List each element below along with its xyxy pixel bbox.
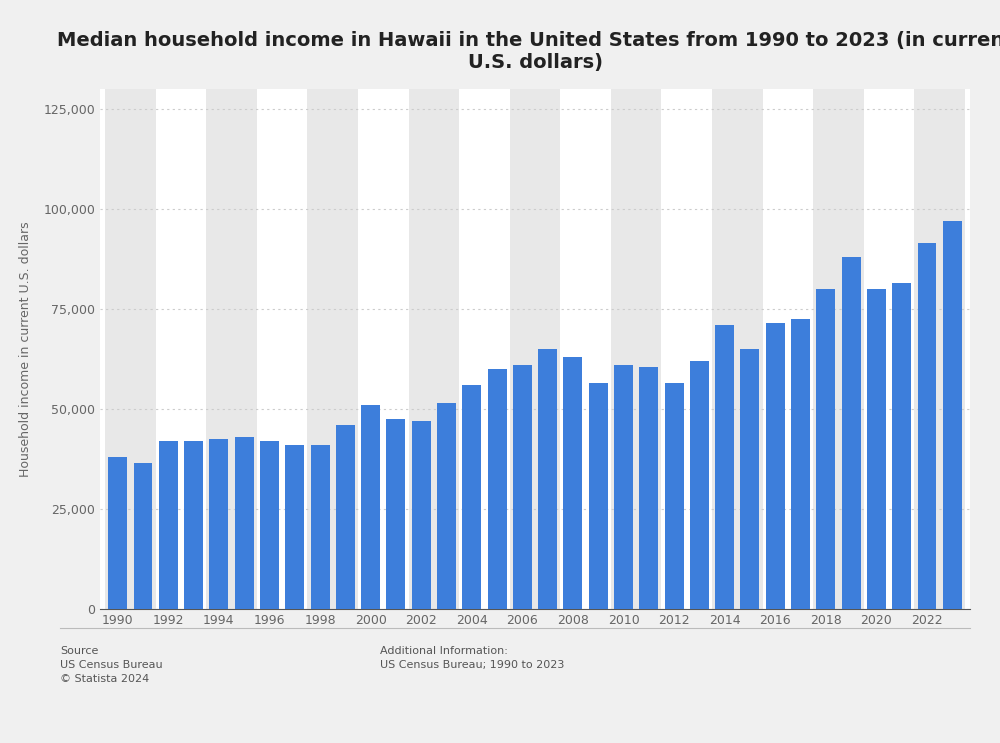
Bar bbox=[336, 425, 355, 609]
Bar bbox=[943, 221, 962, 609]
Bar bbox=[538, 349, 557, 609]
Bar bbox=[105, 89, 156, 609]
Bar bbox=[311, 445, 330, 609]
Bar bbox=[206, 89, 257, 609]
Bar bbox=[361, 405, 380, 609]
Text: Source
US Census Bureau
© Statista 2024: Source US Census Bureau © Statista 2024 bbox=[60, 646, 163, 684]
Title: Median household income in Hawaii in the United States from 1990 to 2023 (in cur: Median household income in Hawaii in the… bbox=[57, 31, 1000, 72]
Bar bbox=[462, 385, 481, 609]
Bar bbox=[690, 361, 709, 609]
Text: Additional Information:
US Census Bureau; 1990 to 2023: Additional Information: US Census Bureau… bbox=[380, 646, 564, 670]
Bar bbox=[563, 357, 582, 609]
Bar bbox=[412, 421, 431, 609]
Bar bbox=[184, 441, 203, 609]
Bar bbox=[307, 89, 358, 609]
Bar bbox=[134, 463, 152, 609]
Bar bbox=[914, 89, 965, 609]
Bar bbox=[892, 283, 911, 609]
Bar bbox=[235, 437, 254, 609]
Bar bbox=[611, 89, 661, 609]
Bar bbox=[867, 289, 886, 609]
Bar bbox=[791, 319, 810, 609]
Bar bbox=[813, 89, 864, 609]
Bar bbox=[260, 441, 279, 609]
Bar bbox=[715, 325, 734, 609]
Bar bbox=[816, 289, 835, 609]
Bar bbox=[918, 243, 936, 609]
Bar bbox=[712, 89, 763, 609]
Bar bbox=[437, 403, 456, 609]
Bar bbox=[488, 369, 507, 609]
Bar bbox=[510, 89, 560, 609]
Bar bbox=[209, 439, 228, 609]
Y-axis label: Household income in current U.S. dollars: Household income in current U.S. dollars bbox=[19, 221, 32, 477]
Bar bbox=[108, 457, 127, 609]
Bar bbox=[614, 366, 633, 609]
Bar bbox=[386, 419, 405, 609]
Bar bbox=[513, 366, 532, 609]
Bar bbox=[766, 323, 785, 609]
Bar bbox=[285, 445, 304, 609]
Bar bbox=[159, 441, 178, 609]
Bar bbox=[409, 89, 459, 609]
Bar bbox=[639, 367, 658, 609]
Bar bbox=[740, 349, 759, 609]
Bar bbox=[589, 383, 608, 609]
Bar bbox=[665, 383, 684, 609]
Bar bbox=[842, 257, 861, 609]
